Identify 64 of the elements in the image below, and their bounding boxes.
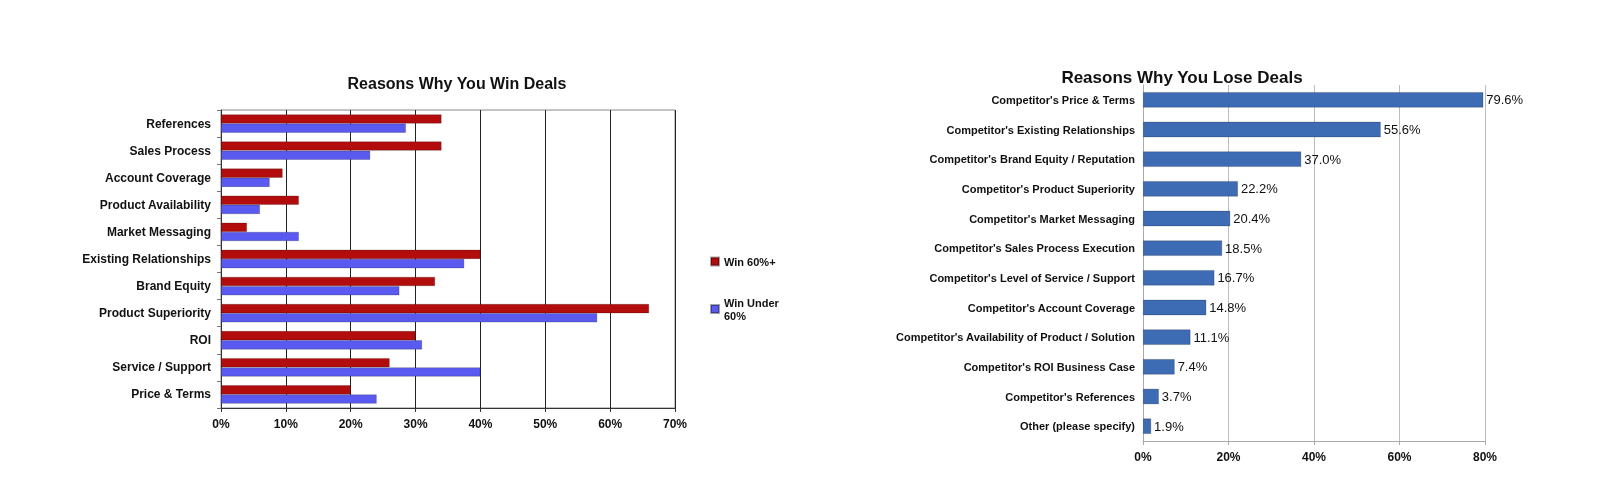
bar <box>1143 299 1207 316</box>
x-tick-label: 40% <box>1301 450 1327 464</box>
y-tick-label: Competitor's Brand Equity / Reputation <box>929 153 1136 166</box>
data-label: 11.1% <box>1193 329 1230 345</box>
bar <box>1143 151 1302 167</box>
data-label: 14.8% <box>1209 300 1247 315</box>
x-tick-label: 20% <box>1216 450 1241 464</box>
x-tick-label: 10% <box>273 417 299 431</box>
y-tick-label: Other (please specify) <box>1020 420 1136 433</box>
bar <box>1143 359 1175 375</box>
y-tick-label: Competitor's Account Coverage <box>967 301 1135 314</box>
bar <box>1143 121 1381 138</box>
y-tick-label: Service / Support <box>112 360 211 375</box>
y-tick-label: Brand Equity <box>136 279 212 294</box>
x-tick-label: 0% <box>1134 450 1152 464</box>
data-label: 7.4% <box>1177 359 1208 375</box>
data-label: 1.9% <box>1154 418 1185 434</box>
x-tick-label: 30% <box>403 417 428 431</box>
bar <box>1143 270 1215 286</box>
bar <box>1143 210 1231 227</box>
y-tick-label: Competitor's Sales Process Execution <box>934 242 1136 255</box>
y-tick-label: ROI <box>189 333 211 348</box>
y-tick-label: Competitor's Existing Relationships <box>946 123 1135 136</box>
y-tick-label: Competitor's Market Messaging <box>969 212 1135 225</box>
y-tick-label: Competitor's Level of Service / Support <box>929 271 1136 284</box>
x-tick-label: 0% <box>212 417 230 431</box>
data-label: 37.0% <box>1304 151 1342 167</box>
y-tick-label: Existing Relationships <box>82 252 212 266</box>
y-tick-label: Competitor's Price & Terms <box>991 93 1135 106</box>
data-label: 3.7% <box>1161 389 1192 404</box>
y-tick-label: Product Superiority <box>98 306 212 321</box>
y-tick-label: Product Availability <box>99 197 212 212</box>
bar <box>1143 92 1484 108</box>
y-tick-label: Competitor's Product Superiority <box>961 182 1136 195</box>
chart-title: Reasons Why You Win Deals <box>347 74 567 92</box>
bar <box>1143 329 1191 345</box>
data-label: 79.6% <box>1486 92 1524 108</box>
bar <box>1143 418 1152 434</box>
x-tick-label: 80% <box>1472 450 1498 464</box>
y-tick-label: Account Coverage <box>104 170 212 185</box>
chart-title: Reasons Why You Lose Deals <box>1061 68 1303 87</box>
x-tick-label: 50% <box>533 417 558 431</box>
y-tick-label: Competitor's ROI Business Case <box>963 360 1135 373</box>
y-tick-label: Price & Terms <box>131 387 212 402</box>
data-label: 55.6% <box>1383 122 1421 137</box>
legend-label: Win 60%+ <box>724 255 776 268</box>
bar <box>1143 388 1159 405</box>
legend-label: Win Under 60% <box>724 296 782 322</box>
y-tick-label: Competitor's Availability of Product / Solution <box>896 331 1136 344</box>
x-tick-label: 60% <box>1387 450 1412 464</box>
data-label: 22.2% <box>1240 181 1279 197</box>
x-tick-label: 20% <box>338 417 364 431</box>
data-label: 16.7% <box>1217 270 1255 286</box>
y-tick-label: Competitor's References <box>1005 390 1135 403</box>
data-label: 20.4% <box>1233 211 1271 226</box>
y-tick-label: Sales Process <box>129 143 212 158</box>
bar <box>1143 181 1238 197</box>
x-tick-label: 70% <box>662 417 688 431</box>
bar <box>1143 240 1223 256</box>
x-tick-label: 60% <box>598 417 623 431</box>
y-tick-label: Market Messaging <box>106 224 211 239</box>
data-label: 18.5% <box>1225 240 1263 256</box>
x-tick-label: 40% <box>468 417 493 431</box>
y-tick-label: References <box>146 116 212 131</box>
